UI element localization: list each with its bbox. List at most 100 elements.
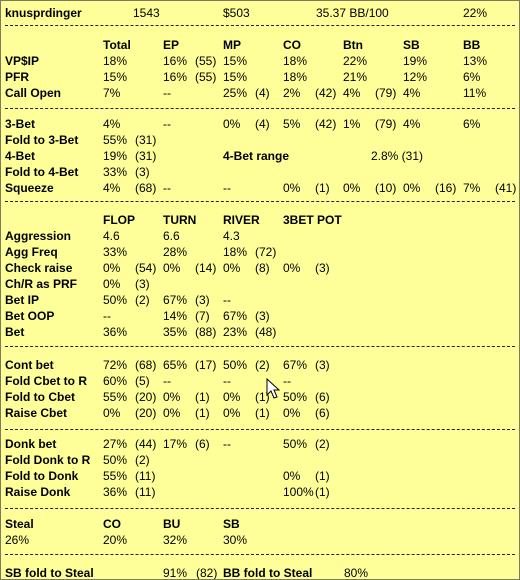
stat-count: (41) — [495, 181, 517, 195]
stat-value: 7% — [103, 86, 121, 100]
stat-value: 72% — [103, 358, 128, 372]
stat-value: 0% — [223, 117, 241, 131]
sb-fold-to-steal-label: SB fold to Steal — [5, 566, 94, 580]
stat-value: 0% — [103, 261, 121, 275]
stat-value: 55% — [103, 133, 128, 147]
steal-col-bu: BU — [163, 517, 181, 531]
stat-count: (42) — [315, 117, 337, 131]
stat-count: (79) — [375, 86, 397, 100]
stat-value: -- — [223, 293, 231, 307]
sb-fold-to-steal-value: 91% — [163, 566, 188, 580]
stat-label-bet-ip: Bet IP — [5, 293, 40, 307]
stat-value: 2% — [283, 86, 301, 100]
hands-count: 1543 — [133, 6, 160, 20]
stat-label-check-raise: Check raise — [5, 261, 73, 275]
stat-value: 50% — [283, 437, 308, 451]
stat-value: 21% — [343, 70, 368, 84]
stat-label-vp-ip: VP$IP — [5, 54, 40, 68]
bb-fold-to-steal-value: 80% — [344, 566, 369, 580]
column-header-turn: TURN — [163, 213, 197, 227]
stat-value: 18% — [103, 54, 128, 68]
stat-value: -- — [163, 374, 171, 388]
stat-label-3-bet: 3-Bet — [5, 117, 36, 131]
stat-count: (1) — [315, 485, 330, 499]
player-name: knusprdinger — [5, 6, 82, 20]
stat-value: 14% — [163, 309, 188, 323]
stat-label-donk-bet: Donk bet — [5, 437, 57, 451]
stat-count: (3) — [195, 293, 210, 307]
stat-label-bet: Bet — [5, 325, 25, 339]
stat-value: 16% — [163, 54, 188, 68]
stat-value: 1% — [343, 117, 361, 131]
stat-count: (11) — [135, 469, 156, 483]
steal-bu-value: 32% — [163, 533, 188, 547]
stat-value: -- — [163, 181, 171, 195]
stat-value: 67% — [223, 309, 248, 323]
stat-value: 0% — [283, 406, 301, 420]
four-bet-range-label: 4-Bet range — [223, 149, 290, 163]
stat-count: (6) — [195, 437, 210, 451]
stat-value: -- — [163, 117, 171, 131]
stat-value: 6.6 — [163, 229, 180, 243]
stat-count: (4) — [255, 86, 270, 100]
stat-count: (1) — [255, 406, 270, 420]
stat-count: (68) — [135, 181, 157, 195]
stat-value: 0% — [163, 261, 181, 275]
stat-value: -- — [223, 181, 231, 195]
steal-value: 26% — [5, 533, 30, 547]
stat-value: 67% — [283, 358, 308, 372]
stat-count: (1) — [255, 390, 270, 404]
stat-count: (2) — [315, 437, 330, 451]
stat-label-pfr: PFR — [5, 70, 29, 84]
stat-count: (48) — [255, 325, 277, 339]
stat-label-bet-oop: Bet OOP — [5, 309, 55, 323]
stat-value: 0% — [283, 261, 301, 275]
sb-fold-to-steal-count: (82) — [196, 566, 218, 580]
stat-label-ch-r-as-prf: Ch/R as PRF — [5, 277, 78, 291]
column-header-mp: MP — [223, 38, 241, 52]
stat-value: 25% — [223, 86, 248, 100]
stat-value: 33% — [103, 165, 128, 179]
stat-count: (1) — [195, 406, 210, 420]
stat-value: 0% — [223, 390, 241, 404]
column-header-flop: FLOP — [103, 213, 135, 227]
stat-count: (44) — [135, 437, 157, 451]
divider — [5, 201, 515, 202]
header-percent: 22% — [463, 6, 488, 20]
stat-label-fold-to-donk: Fold to Donk — [5, 469, 79, 483]
stat-value: 11% — [463, 86, 487, 100]
stat-value: 4% — [403, 117, 421, 131]
stat-value: 50% — [103, 453, 128, 467]
stat-count: (88) — [195, 325, 217, 339]
stat-value: 0% — [163, 406, 181, 420]
stat-value: 50% — [223, 358, 248, 372]
stat-value: 15% — [223, 54, 248, 68]
column-header-3bet-pot: 3BET POT — [283, 213, 342, 227]
stat-value: 55% — [103, 390, 128, 404]
column-header-co: CO — [283, 38, 301, 52]
divider — [5, 108, 515, 109]
four-bet-range-value: 2.8% (31) — [371, 149, 424, 163]
stat-value: -- — [163, 86, 171, 100]
stat-value: 4% — [103, 181, 121, 195]
stat-value: 6% — [463, 70, 481, 84]
steal-label: Steal — [5, 517, 34, 531]
stat-value: 100% — [283, 485, 314, 499]
stat-label-agg-freq: Agg Freq — [5, 245, 58, 259]
stat-value: 28% — [163, 245, 188, 259]
stat-count: (20) — [135, 406, 157, 420]
stat-value: 15% — [103, 70, 128, 84]
stat-count: (1) — [315, 181, 330, 195]
stat-value: 0% — [223, 261, 241, 275]
divider — [5, 554, 515, 555]
stat-count: (20) — [135, 390, 157, 404]
stat-count: (72) — [255, 245, 277, 259]
stat-value: 16% — [163, 70, 188, 84]
stat-count: (2) — [135, 453, 150, 467]
stat-value: 19% — [103, 149, 128, 163]
stat-label-cont-bet: Cont bet — [5, 358, 54, 372]
stat-count: (31) — [135, 133, 157, 147]
stat-value: 60% — [103, 374, 128, 388]
divider — [5, 25, 515, 26]
